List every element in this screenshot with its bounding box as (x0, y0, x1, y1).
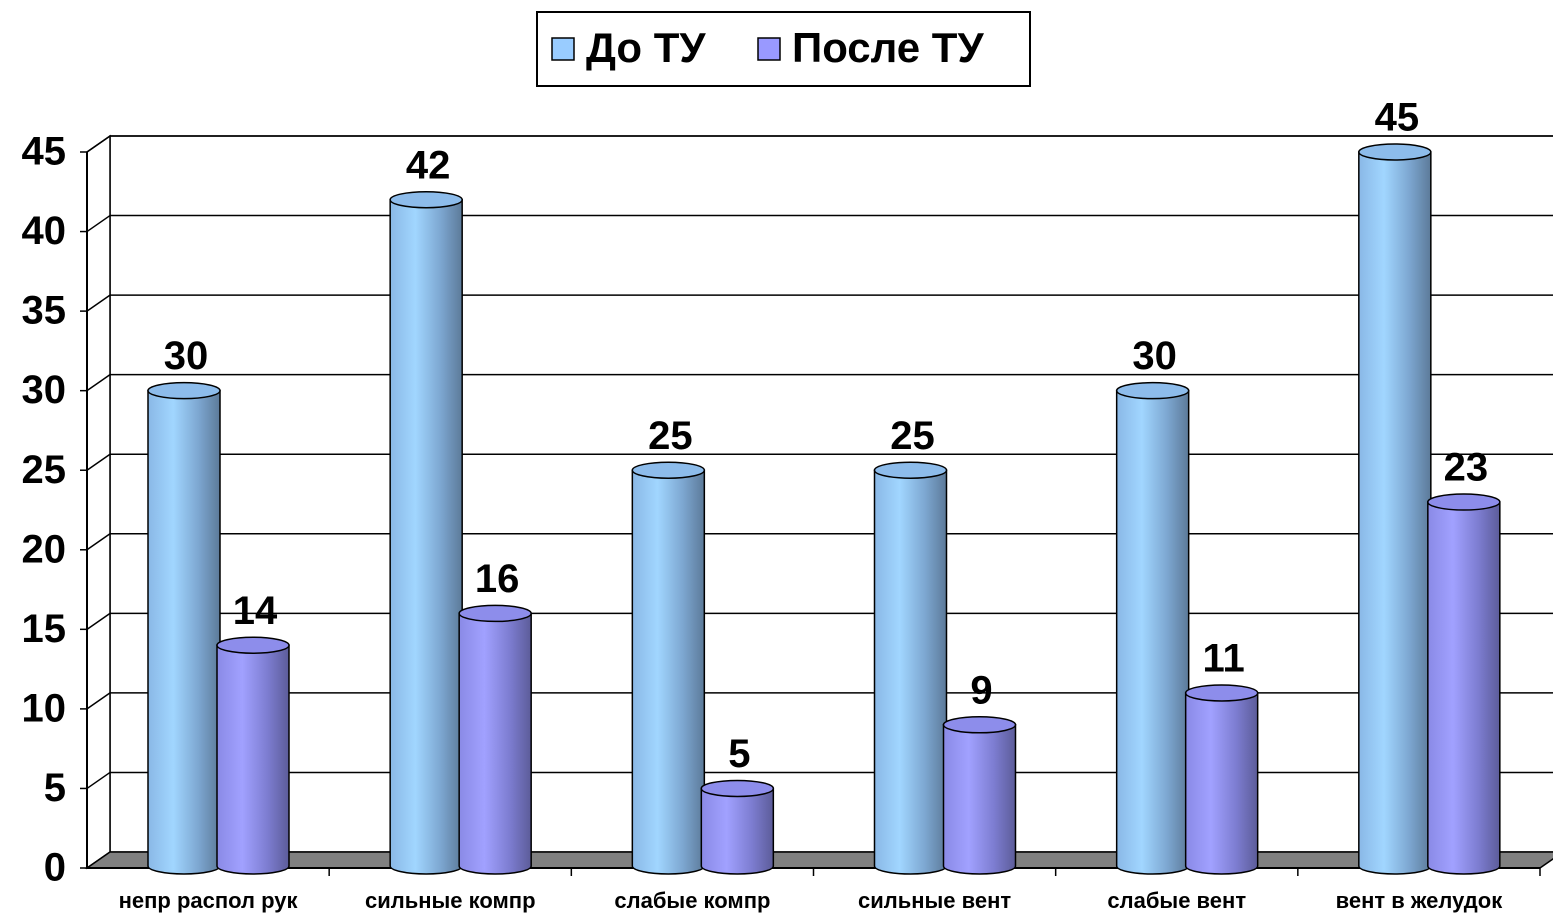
y-tick-label: 10 (22, 686, 67, 730)
value-label: 25 (890, 414, 935, 458)
value-label: 25 (648, 414, 693, 458)
y-tick-label: 25 (22, 448, 67, 492)
x-tick-label: слабые вент (1107, 888, 1246, 913)
bar (389, 198, 463, 875)
bar-top (1184, 684, 1259, 702)
grid-line-side (86, 214, 111, 233)
bar-top (458, 604, 532, 623)
bar (700, 787, 775, 875)
value-label: 30 (1132, 334, 1177, 378)
x-tick-label: слабые компр (614, 888, 770, 913)
value-label: 42 (406, 143, 451, 187)
bar (147, 389, 221, 875)
x-tick-label: сильные компр (365, 888, 536, 913)
x-tick-label: вент в желудок (1336, 888, 1504, 913)
grid-line-side (86, 771, 111, 790)
y-tick-label: 5 (44, 766, 66, 810)
y-tick-label: 0 (44, 846, 66, 890)
bar-top (873, 461, 948, 479)
bar-top (1115, 381, 1190, 400)
grid-line-side (86, 294, 111, 312)
x-tick-label: непр распол рук (119, 888, 299, 913)
grid-line-side (86, 533, 111, 551)
value-label: 45 (1375, 96, 1420, 140)
value-label: 11 (1203, 637, 1245, 681)
bar-top (1427, 493, 1501, 511)
bar-top (1358, 143, 1432, 161)
bar-top (700, 779, 775, 798)
bar-top (147, 381, 221, 400)
value-label: 23 (1444, 446, 1489, 490)
value-label: 5 (728, 732, 750, 776)
bar (631, 469, 706, 875)
grid-line-side (86, 692, 111, 710)
legend-label: После ТУ (792, 24, 984, 71)
back-wall (109, 135, 1553, 853)
y-tick-label: 35 (22, 289, 67, 333)
side-wall (86, 134, 111, 870)
grid-line-side (86, 374, 111, 392)
bar (458, 612, 532, 875)
value-label: 14 (233, 589, 278, 633)
y-tick-label: 20 (22, 527, 67, 571)
x-tick-label: сильные вент (858, 888, 1011, 913)
bar (1115, 389, 1190, 875)
y-tick-label: 15 (22, 607, 67, 651)
value-label: 16 (475, 557, 520, 601)
y-tick-label: 30 (22, 368, 67, 412)
y-tick-label: 45 (22, 130, 67, 174)
legend-swatch (551, 37, 575, 61)
bar-top (389, 190, 463, 209)
bar-top (216, 636, 290, 654)
grid-line-side (86, 612, 111, 630)
bar (873, 469, 948, 875)
floor (84, 851, 1553, 869)
legend-label: До ТУ (586, 24, 706, 71)
value-label: 30 (164, 334, 209, 378)
bar (942, 724, 1017, 875)
bar-top (631, 461, 706, 479)
bar-top (942, 716, 1017, 734)
legend-box (536, 11, 1031, 87)
bar (1358, 151, 1432, 875)
bar (1427, 501, 1501, 875)
y-tick-label: 40 (22, 209, 67, 253)
legend-swatch (757, 37, 781, 61)
bar (1184, 692, 1259, 875)
bar (216, 644, 290, 875)
value-label: 9 (970, 668, 992, 712)
grid-line-side (86, 135, 111, 153)
grid-line-side (86, 453, 111, 471)
